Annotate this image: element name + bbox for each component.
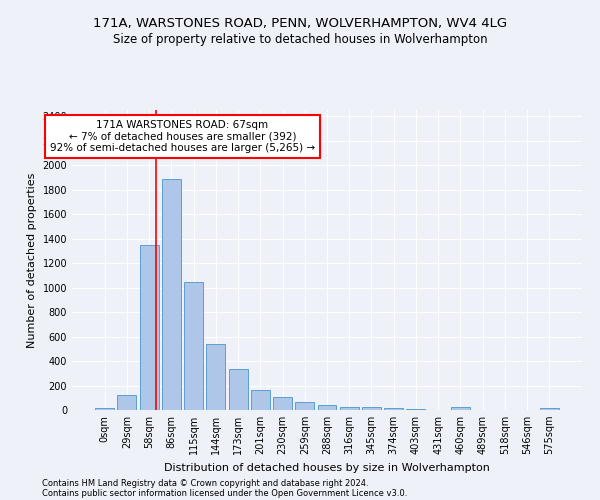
Bar xyxy=(251,390,270,410)
Bar xyxy=(229,369,248,410)
Bar xyxy=(162,178,181,410)
Bar xyxy=(184,282,203,410)
Bar xyxy=(384,408,403,410)
Text: Contains public sector information licensed under the Open Government Licence v3: Contains public sector information licen… xyxy=(42,488,407,498)
Text: 171A, WARSTONES ROAD, PENN, WOLVERHAMPTON, WV4 4LG: 171A, WARSTONES ROAD, PENN, WOLVERHAMPTO… xyxy=(93,18,507,30)
Bar xyxy=(451,408,470,410)
Text: Size of property relative to detached houses in Wolverhampton: Size of property relative to detached ho… xyxy=(113,32,487,46)
Bar xyxy=(406,408,425,410)
Bar xyxy=(340,406,359,410)
Bar xyxy=(540,408,559,410)
Bar xyxy=(206,344,225,410)
Bar xyxy=(295,402,314,410)
Text: 171A WARSTONES ROAD: 67sqm
← 7% of detached houses are smaller (392)
92% of semi: 171A WARSTONES ROAD: 67sqm ← 7% of detac… xyxy=(50,120,315,153)
Y-axis label: Number of detached properties: Number of detached properties xyxy=(27,172,37,348)
Bar xyxy=(140,244,158,410)
Bar xyxy=(317,406,337,410)
Bar xyxy=(118,394,136,410)
Bar xyxy=(273,397,292,410)
X-axis label: Distribution of detached houses by size in Wolverhampton: Distribution of detached houses by size … xyxy=(164,462,490,472)
Bar xyxy=(95,408,114,410)
Bar xyxy=(362,408,381,410)
Text: Contains HM Land Registry data © Crown copyright and database right 2024.: Contains HM Land Registry data © Crown c… xyxy=(42,478,368,488)
